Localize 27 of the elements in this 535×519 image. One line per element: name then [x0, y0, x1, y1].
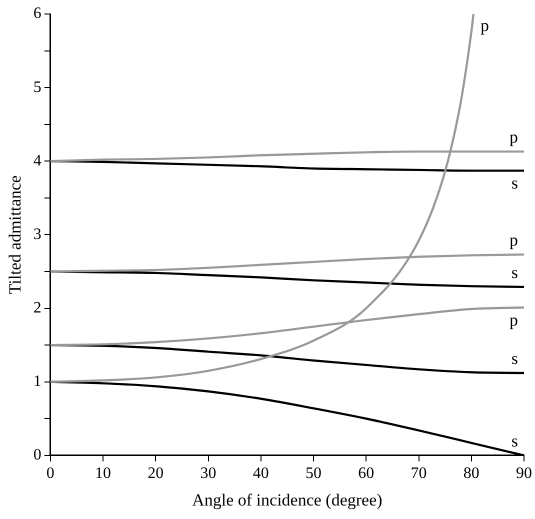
series-label: s — [511, 262, 518, 282]
x-tick-label: 40 — [252, 465, 269, 482]
x-tick-label: 30 — [200, 465, 216, 482]
series-label: s — [511, 431, 518, 450]
x-tick-label: 10 — [95, 465, 112, 482]
series-label: p — [510, 128, 518, 147]
y-axis-title: Tilted admittance — [6, 175, 25, 294]
series-label: p — [480, 16, 489, 35]
y-tick-label: 2 — [33, 299, 42, 316]
y-tick-label: 4 — [33, 152, 42, 170]
x-tick-label: 20 — [148, 465, 164, 482]
x-tick-label: 80 — [463, 465, 480, 482]
y-tick-label: 6 — [33, 5, 42, 22]
series-label: s — [511, 174, 518, 193]
y-tick-label: 3 — [33, 226, 42, 243]
x-tick-label: 90 — [516, 465, 532, 482]
y-tick-label: 1 — [33, 373, 42, 390]
x-tick-label: 60 — [358, 465, 374, 482]
y-tick-label: 0 — [33, 446, 42, 464]
x-tick-label: 0 — [46, 465, 54, 482]
y-tick-label: 5 — [33, 78, 42, 96]
series-label: p — [510, 310, 518, 330]
x-tick-label: 50 — [306, 465, 322, 482]
series-label: p — [510, 230, 518, 250]
x-tick-label: 70 — [410, 465, 427, 482]
series-label: s — [511, 348, 518, 368]
x-axis-title: Angle of incidence (degree) — [192, 490, 382, 510]
